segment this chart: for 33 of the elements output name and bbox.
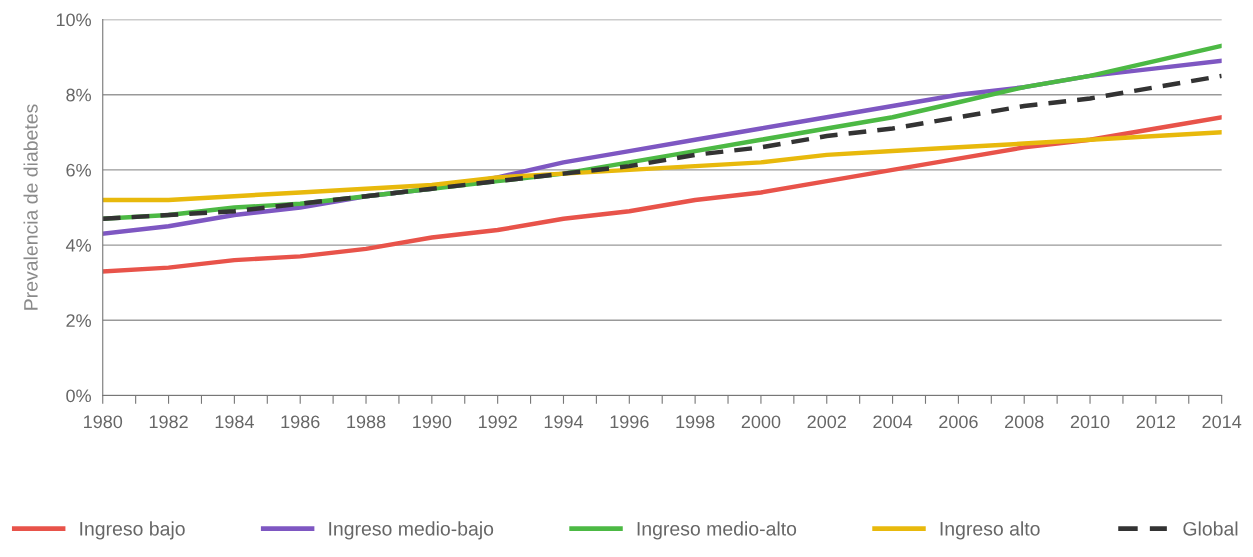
- x-tick-label: 1990: [413, 415, 452, 429]
- x-tick-label: 2000: [741, 415, 781, 429]
- y-tick-label: 0%: [66, 389, 91, 403]
- x-tick-label: 2010: [1070, 415, 1110, 429]
- legend-label: Ingreso medio-alto: [637, 521, 797, 540]
- line-series: [102, 115, 1222, 274]
- legend-label: Ingreso alto: [940, 521, 1040, 540]
- x-tick-label: 2006: [939, 415, 978, 429]
- x-tick-label: 1986: [281, 415, 320, 429]
- legend-label: Ingreso medio-bajo: [329, 521, 494, 540]
- x-tick-label: 1982: [149, 415, 188, 429]
- legend-label: Ingreso bajo: [80, 521, 185, 540]
- x-tick-label: 1992: [478, 415, 517, 429]
- x-tick-label: 1994: [544, 415, 584, 429]
- y-tick-label: 6%: [66, 163, 91, 177]
- x-tick-label: 1988: [347, 415, 386, 429]
- x-tick-label: 1980: [84, 415, 123, 429]
- x-tick-label: 2014: [1202, 415, 1242, 429]
- y-tick-label: 10%: [56, 13, 91, 27]
- legend-label: Global: [1183, 521, 1238, 536]
- x-tick-label: 1984: [215, 415, 254, 429]
- x-tick-label: 2002: [807, 415, 846, 429]
- x-tick-label: 2012: [1136, 415, 1176, 429]
- x-tick-label: 1996: [610, 415, 649, 429]
- y-axis-title: Prevalencia de diabetes: [23, 104, 38, 310]
- line-series: [102, 73, 1222, 221]
- y-tick-label: 4%: [65, 239, 91, 252]
- x-tick-label: 1998: [676, 415, 715, 429]
- y-tick-label: 8%: [66, 88, 91, 102]
- y-tick-label: 2%: [66, 314, 91, 327]
- line-series: [102, 130, 1222, 203]
- x-tick-label: 2008: [1005, 415, 1044, 429]
- x-tick-label: 2004: [873, 415, 913, 429]
